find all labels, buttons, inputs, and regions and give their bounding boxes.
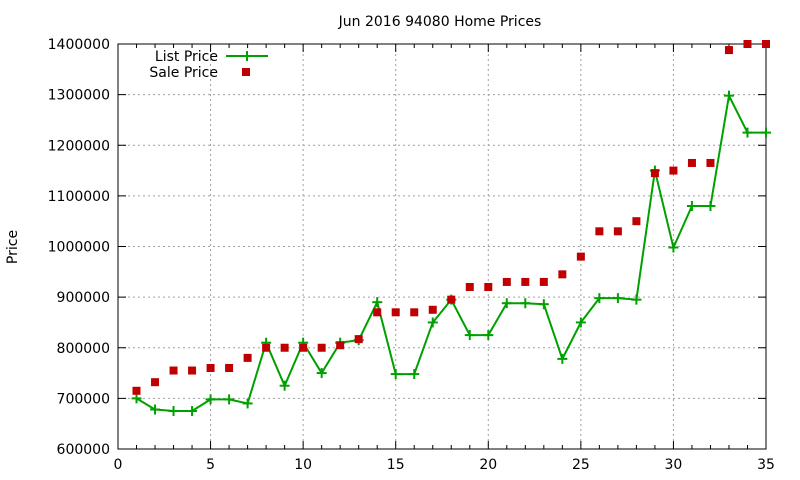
sale-price-point [539, 277, 548, 286]
sale-price-point [595, 227, 604, 236]
sale-price-point [724, 46, 733, 55]
list-price-point [390, 369, 401, 380]
list-price-point [464, 330, 475, 341]
list-price-point [575, 317, 586, 328]
legend-label: Sale Price [149, 65, 218, 81]
list-price-point [538, 299, 549, 310]
sale-price-point [613, 227, 622, 236]
sale-price-point [484, 283, 493, 291]
list-price-point [686, 201, 697, 211]
list-price-point [631, 294, 642, 305]
sale-price-point [225, 364, 234, 372]
y-tick-label: 900000 [57, 290, 110, 306]
sale-price-point [188, 366, 197, 375]
list-price-point [557, 353, 568, 364]
list-price-point [668, 242, 679, 253]
sale-price-point [428, 305, 437, 314]
list-price-point [761, 127, 771, 138]
x-tick-label: 10 [294, 457, 312, 473]
y-tick-label: 1200000 [48, 138, 110, 154]
x-tick-label: 35 [757, 457, 775, 473]
legend-label: List Price [155, 49, 218, 65]
sale-price-point [687, 158, 696, 167]
sale-price-point [706, 158, 715, 167]
sale-price-point [243, 353, 252, 362]
list-price-point [409, 369, 420, 380]
sale-price-point [743, 40, 752, 48]
sale-price-point [354, 335, 363, 344]
list-price-point [224, 394, 235, 405]
list-price-line [135, 92, 766, 413]
list-price-point [612, 293, 623, 304]
sale-price-point [576, 252, 585, 261]
x-tick-label: 20 [479, 457, 497, 473]
list-price-point [316, 368, 327, 379]
sale-price-point [447, 295, 456, 304]
sale-price-point [336, 341, 345, 350]
x-tick-label: 15 [387, 457, 405, 473]
y-tick-label: 600000 [57, 442, 110, 458]
sale-price-point [299, 343, 308, 352]
y-axis-label: Price [5, 230, 21, 264]
sale-price-point [762, 40, 770, 48]
y-tick-label: 1400000 [48, 37, 110, 53]
x-tick-label: 25 [572, 457, 590, 473]
sale-price-point [391, 308, 400, 317]
list-price-point [501, 298, 512, 309]
list-price-point [705, 201, 716, 211]
x-tick-label: 30 [665, 457, 683, 473]
list-price-point [205, 394, 216, 405]
legend-plus-swatch [242, 51, 252, 61]
list-price-point [168, 406, 179, 417]
sale-price-point [410, 308, 419, 317]
sale-price-point [521, 277, 530, 286]
list-price-point [594, 293, 605, 304]
list-price-point [242, 398, 253, 409]
sale-price-point [280, 343, 289, 352]
y-tick-label: 1300000 [48, 88, 110, 104]
y-tick-label: 700000 [57, 391, 110, 407]
sale-price-point [317, 343, 326, 352]
grid-lines [118, 44, 766, 449]
sale-price-point [169, 366, 178, 375]
list-price-point [483, 330, 494, 341]
list-price-point [427, 317, 438, 328]
list-price-point [187, 406, 198, 417]
sale-price-point [151, 378, 160, 387]
chart-title: Jun 2016 94080 Home Prices [338, 14, 542, 30]
sale-price-point [206, 364, 215, 372]
list-price-point [520, 298, 531, 309]
list-price-point [131, 393, 142, 404]
list-price-point [723, 90, 734, 101]
series-sale-price [132, 40, 770, 395]
legend-square-swatch [242, 68, 250, 76]
sale-price-point [669, 166, 678, 175]
y-tick-label: 800000 [57, 341, 110, 357]
sale-price-point [502, 277, 511, 286]
sale-price-point [632, 217, 641, 226]
sale-price-point [558, 270, 567, 279]
sale-price-point [373, 308, 382, 317]
list-price-point [742, 127, 753, 138]
list-price-point [150, 404, 161, 415]
series-layer [131, 40, 771, 417]
x-tick-label: 0 [114, 457, 123, 473]
axis-ticks: 600000 700000 800000 900000 1000000 1100000 12… [48, 37, 775, 473]
sale-price-point [262, 343, 271, 352]
sale-price-point [132, 386, 141, 395]
sale-price-point [465, 283, 474, 291]
list-price-point [279, 380, 290, 391]
sale-price-point [650, 169, 659, 178]
y-tick-label: 1100000 [48, 189, 110, 205]
y-tick-label: 1000000 [48, 240, 110, 256]
list-price-point [372, 297, 383, 308]
x-tick-label: 5 [206, 457, 215, 473]
